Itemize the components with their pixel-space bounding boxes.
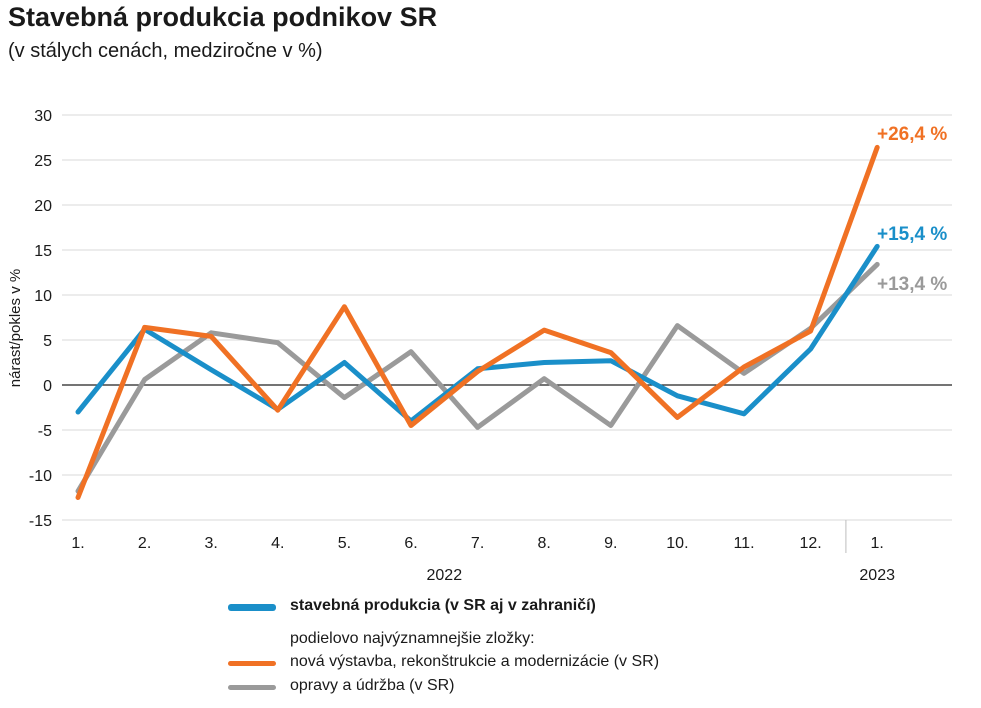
x-tick-label: 8. xyxy=(538,535,551,552)
legend-swatch-construction xyxy=(228,604,276,611)
y-tick-label: 15 xyxy=(34,243,52,260)
legend-label-repairs: opravy a údržba (v SR) xyxy=(290,677,455,694)
x-tick-label: 7. xyxy=(471,535,484,552)
x-tick-label: 1. xyxy=(71,535,84,552)
y-axis-ticks: 30 25 20 15 10 5 0 -5 -10 -15 xyxy=(29,108,52,530)
legend-header-text: podielovo najvýznamnejšie zložky: xyxy=(290,630,535,647)
x-tick-label: 1. xyxy=(871,535,884,552)
end-value-label: +15,4 % xyxy=(877,224,947,245)
y-tick-label: -5 xyxy=(38,423,52,440)
x-tick-label: 12. xyxy=(799,535,821,552)
x-tick-label: 6. xyxy=(404,535,417,552)
y-tick-label: 30 xyxy=(34,108,52,125)
y-tick-label: 0 xyxy=(43,378,52,395)
series-line xyxy=(75,144,880,500)
series-lines xyxy=(75,144,880,500)
x-tick-label: 2. xyxy=(138,535,151,552)
y-tick-label: -10 xyxy=(29,468,52,485)
legend-label-new-build: nová výstavba, rekonštrukcie a modernizá… xyxy=(290,653,660,670)
legend-label-construction: stavebná produkcia (v SR aj v zahraničí) xyxy=(290,597,596,614)
x-tick-label: 3. xyxy=(205,535,218,552)
chart-title: Stavebná produkcia podnikov SR xyxy=(8,2,438,32)
y-tick-label: 20 xyxy=(34,198,52,215)
x-axis-ticks: 1. 2. 3. 4. 5. 6. 7. 8. 9. 10. 11. 12. 1. 2022 2023 xyxy=(71,535,895,584)
year-label: 2022 xyxy=(427,567,463,584)
y-tick-label: 5 xyxy=(43,333,52,350)
y-axis-label: nárast/pokles v % xyxy=(7,269,24,387)
chart-subtitle: (v stálych cenách, medziročne v %) xyxy=(8,40,323,62)
x-tick-label: 9. xyxy=(604,535,617,552)
end-value-label: +13,4 % xyxy=(877,274,947,295)
y-tick-label: -15 xyxy=(29,513,52,530)
gridlines xyxy=(62,114,952,553)
y-tick-label: 10 xyxy=(34,288,52,305)
y-tick-label: 25 xyxy=(34,153,52,170)
year-label: 2023 xyxy=(859,567,895,584)
end-labels: +26,4 % +15,4 % +13,4 % xyxy=(877,124,947,295)
x-tick-label: 10. xyxy=(666,535,688,552)
x-tick-label: 5. xyxy=(338,535,351,552)
x-tick-label: 4. xyxy=(271,535,284,552)
x-tick-label: 11. xyxy=(733,535,754,552)
legend-swatch-repairs xyxy=(228,685,276,690)
legend-swatch-new-build xyxy=(228,661,276,666)
series-line xyxy=(75,261,880,494)
end-value-label: +26,4 % xyxy=(877,124,947,145)
